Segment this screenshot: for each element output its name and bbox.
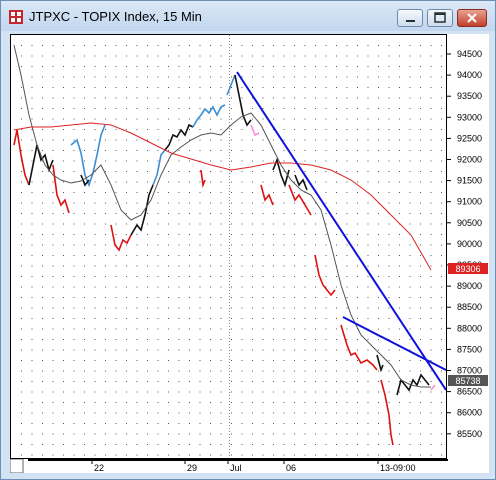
ma-price-marker xyxy=(448,263,488,274)
scroll-handle[interactable] xyxy=(9,458,24,474)
y-tick-label: 86000 xyxy=(457,408,482,418)
close-button[interactable] xyxy=(457,9,487,27)
last-price-label: 85738 xyxy=(455,376,480,386)
short-moving-average xyxy=(13,44,431,388)
y-tick-label: 92500 xyxy=(457,133,482,143)
trendline-short[interactable] xyxy=(342,316,447,371)
y-tick-label: 87000 xyxy=(457,366,482,376)
trendline-main[interactable] xyxy=(236,71,447,391)
price-segment xyxy=(314,254,336,297)
price-segment xyxy=(80,174,90,187)
y-tick-label: 91000 xyxy=(457,197,482,207)
price-segment xyxy=(52,164,70,214)
close-icon xyxy=(467,13,477,23)
y-tick-label: 85500 xyxy=(457,429,482,439)
x-tick-label: 29 xyxy=(187,463,197,473)
y-tick-label: 93000 xyxy=(457,112,482,122)
y-tick-label: 87500 xyxy=(457,344,482,354)
y-tick-label: 91500 xyxy=(457,176,482,186)
chart-app-icon xyxy=(9,10,23,24)
price-segment xyxy=(396,373,430,396)
price-segment xyxy=(430,384,436,391)
price-segment xyxy=(110,224,132,252)
time-axis: 22 29 Jul 06 13-09:00 xyxy=(9,458,489,474)
x-tick-label: 06 xyxy=(286,463,296,473)
y-tick-label: 88000 xyxy=(457,323,482,333)
y-tick-label: 93500 xyxy=(457,91,482,101)
price-segment xyxy=(13,129,30,186)
last-price-marker xyxy=(448,375,488,386)
price-segment xyxy=(380,379,394,446)
price-segment xyxy=(260,184,274,206)
minimize-icon xyxy=(406,20,415,22)
price-segment xyxy=(130,184,154,236)
time-axis-line xyxy=(28,459,448,461)
maximize-icon xyxy=(434,12,446,23)
title-bar[interactable]: JTPXC - TOPIX Index, 15 Min xyxy=(1,1,495,31)
x-tick-label: 22 xyxy=(94,463,104,473)
x-tick-label: 13-09:00 xyxy=(380,463,416,473)
minimize-button[interactable] xyxy=(397,9,423,27)
price-segment xyxy=(226,74,236,96)
price-segment xyxy=(200,169,206,189)
price-segment xyxy=(192,104,226,128)
price-segment xyxy=(288,184,312,216)
chart-canvas xyxy=(13,35,447,456)
y-tick-label: 92000 xyxy=(457,155,482,165)
y-tick-label: 94500 xyxy=(457,49,482,59)
price-segment xyxy=(28,144,54,186)
price-segment xyxy=(376,354,384,373)
y-tick-label: 88500 xyxy=(457,302,482,312)
long-moving-average xyxy=(13,122,432,271)
price-segment xyxy=(294,174,308,191)
y-tick-label: 86500 xyxy=(457,387,482,397)
price-segment xyxy=(234,74,252,127)
price-segment xyxy=(70,124,106,188)
y-tick-label: 90500 xyxy=(457,218,482,228)
window-title: JTPXC - TOPIX Index, 15 Min xyxy=(29,9,202,24)
maximize-button[interactable] xyxy=(427,9,453,27)
price-segment xyxy=(340,324,378,371)
price-segment xyxy=(250,124,260,137)
y-tick-label: 90000 xyxy=(457,239,482,249)
y-tick-label: 94000 xyxy=(457,70,482,80)
y-tick-label: 89000 xyxy=(457,281,482,291)
price-segment xyxy=(152,149,166,186)
price-axis: 94500 94000 93500 93000 92500 92000 91500 91000… xyxy=(447,34,489,459)
ma-price-label: 89306 xyxy=(455,264,480,274)
x-tick-label: Jul xyxy=(230,463,242,473)
price-chart[interactable] xyxy=(10,34,447,459)
price-segment xyxy=(164,123,194,151)
